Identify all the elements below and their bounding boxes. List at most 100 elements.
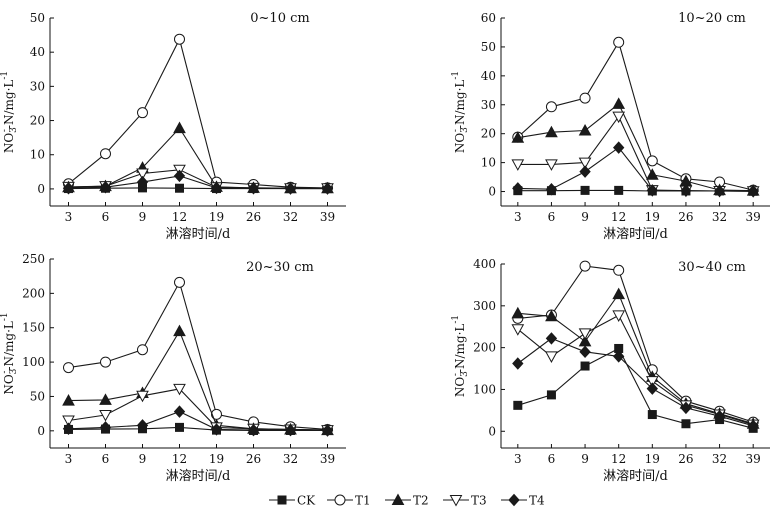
data-point bbox=[613, 141, 625, 154]
data-point bbox=[511, 131, 525, 143]
data-point bbox=[578, 123, 592, 136]
data-point bbox=[100, 356, 111, 368]
y-tick-label: 100 bbox=[22, 355, 45, 369]
data-point bbox=[513, 400, 523, 410]
data-point bbox=[512, 182, 524, 195]
data-point bbox=[545, 125, 558, 138]
legend-label: T3 bbox=[471, 494, 487, 508]
panel-title: 30~40 cm bbox=[678, 260, 746, 275]
legend-label: CK bbox=[297, 494, 316, 508]
y-tick-label: 100 bbox=[473, 382, 496, 396]
data-point bbox=[613, 264, 625, 276]
data-point bbox=[511, 159, 525, 171]
x-tick-label: 12 bbox=[172, 452, 187, 466]
data-point bbox=[681, 419, 691, 429]
legend: CK T1 T2 T3 T4 bbox=[269, 493, 545, 508]
series-t1 bbox=[512, 260, 759, 428]
data-point bbox=[173, 405, 186, 418]
data-point bbox=[512, 357, 524, 370]
data-point bbox=[713, 184, 726, 198]
y-tick-label: 200 bbox=[473, 341, 496, 355]
series-line bbox=[517, 103, 754, 192]
y-tick-label: 200 bbox=[22, 286, 45, 300]
x-tick-label: 19 bbox=[645, 452, 660, 466]
data-point bbox=[173, 324, 186, 337]
data-point bbox=[578, 157, 592, 170]
data-point bbox=[680, 184, 692, 197]
y-axis-label: NO3--N/mg·L-1 bbox=[451, 71, 470, 153]
data-point bbox=[680, 401, 692, 415]
data-point bbox=[579, 260, 591, 272]
x-tick-label: 32 bbox=[712, 210, 727, 224]
data-point bbox=[646, 184, 658, 197]
x-tick-label: 9 bbox=[139, 210, 147, 224]
data-point bbox=[136, 419, 149, 432]
y-axis-label-sup: -1 bbox=[451, 71, 461, 80]
data-point bbox=[284, 182, 297, 195]
y-axis-label-part: NO bbox=[453, 377, 467, 398]
y-tick-label: 0 bbox=[37, 182, 45, 196]
x-tick-label: 26 bbox=[246, 210, 261, 224]
x-tick-label: 39 bbox=[746, 452, 761, 466]
y-axis-label-sub: 3 bbox=[460, 127, 470, 133]
y-axis-label-sup: -1 bbox=[0, 312, 10, 321]
panel-title: 0~10 cm bbox=[250, 11, 309, 26]
legend-item-t3: T3 bbox=[443, 494, 487, 508]
y-tick-label: 250 bbox=[22, 252, 45, 266]
x-tick-label: 6 bbox=[548, 452, 556, 466]
data-point bbox=[579, 345, 591, 359]
series-t2 bbox=[62, 324, 334, 436]
x-axis-label: 淋溶时间/d bbox=[603, 227, 668, 242]
x-tick-label: 3 bbox=[65, 452, 73, 466]
y-axis-label-sub: 3 bbox=[9, 368, 19, 374]
data-point bbox=[645, 376, 659, 388]
y-tick-label: 20 bbox=[30, 114, 45, 128]
series-t4 bbox=[512, 332, 759, 433]
data-point bbox=[210, 423, 223, 436]
y-tick-label: 30 bbox=[481, 98, 496, 112]
x-axis-label: 淋溶时间/d bbox=[166, 227, 231, 242]
series-t1 bbox=[512, 36, 759, 196]
panel-title: 20~30 cm bbox=[246, 260, 314, 275]
y-axis-label-part: NO bbox=[2, 374, 16, 395]
data-point bbox=[173, 121, 186, 134]
data-point bbox=[284, 423, 297, 437]
data-point bbox=[62, 181, 75, 195]
x-tick-label: 6 bbox=[548, 210, 556, 224]
data-point bbox=[99, 393, 112, 405]
data-point bbox=[321, 424, 334, 437]
data-point bbox=[646, 382, 658, 395]
y-tick-label: 50 bbox=[30, 11, 45, 25]
x-tick-label: 12 bbox=[172, 210, 187, 224]
x-tick-label: 19 bbox=[645, 210, 660, 224]
series-line bbox=[517, 40, 754, 191]
data-point bbox=[713, 409, 726, 423]
data-point bbox=[247, 423, 260, 437]
y-axis-label-part: -N/mg·L bbox=[453, 80, 467, 129]
x-tick-label: 12 bbox=[611, 210, 626, 224]
data-point bbox=[136, 390, 149, 403]
data-point bbox=[137, 344, 148, 356]
y-tick-label: 40 bbox=[481, 69, 496, 83]
data-point bbox=[62, 394, 75, 406]
data-point bbox=[747, 185, 759, 198]
x-axis-label: 淋溶时间/d bbox=[166, 469, 231, 484]
data-point bbox=[612, 111, 626, 124]
data-point bbox=[137, 107, 148, 119]
series-t4 bbox=[512, 141, 759, 198]
y-axis-label: NO3--N/mg·L-1 bbox=[451, 315, 470, 397]
series-line bbox=[68, 37, 328, 189]
series-t3 bbox=[511, 310, 760, 432]
data-point bbox=[99, 180, 112, 194]
series-t1 bbox=[63, 33, 333, 194]
data-point bbox=[62, 422, 75, 435]
data-point bbox=[321, 182, 334, 195]
data-point bbox=[580, 185, 590, 195]
data-point bbox=[545, 351, 558, 363]
y-tick-label: 400 bbox=[473, 257, 496, 271]
y-tick-label: 40 bbox=[30, 45, 45, 59]
x-tick-label: 26 bbox=[678, 452, 693, 466]
y-tick-label: 50 bbox=[481, 40, 496, 54]
